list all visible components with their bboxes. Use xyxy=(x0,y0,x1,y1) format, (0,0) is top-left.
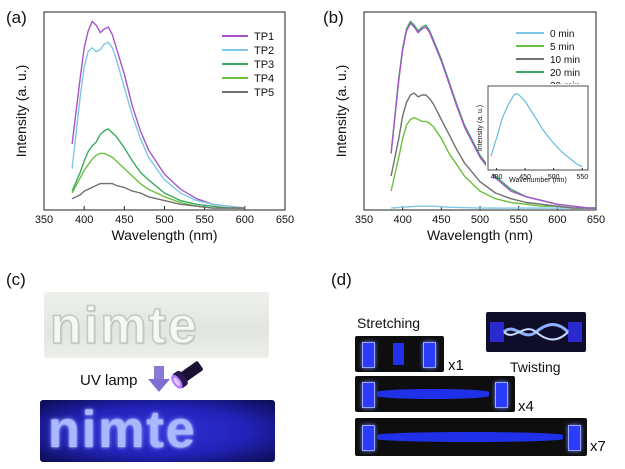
series-line-tp2 xyxy=(71,41,245,209)
strip-x7 xyxy=(355,418,587,456)
legend-label: 20 min xyxy=(550,68,580,79)
legend-label: 0 min xyxy=(550,29,574,40)
x-tick-label: 550 xyxy=(576,174,588,181)
x-axis-label: Wavelength (nm) xyxy=(427,227,533,243)
x-tick-label: 650 xyxy=(276,214,294,226)
daylight-text: nimte xyxy=(49,296,199,356)
x-axis-label: Wavelength (nm) xyxy=(111,227,217,243)
panel-b-label: (b) xyxy=(323,8,344,27)
panel-c-label: (c) xyxy=(6,270,26,289)
x-tick-label: 650 xyxy=(587,214,605,226)
x-tick-label: 500 xyxy=(548,174,560,181)
multiplier-x4: x4 xyxy=(518,398,534,415)
twisting-label: Twisting xyxy=(510,359,561,375)
series-line-tp1 xyxy=(71,20,245,209)
series-line-spectrum xyxy=(490,93,583,168)
panel-d-label: (d) xyxy=(331,270,352,289)
stretching-label: Stretching xyxy=(357,315,421,331)
series-line-tp4 xyxy=(71,152,245,209)
x-tick-label: 500 xyxy=(471,214,489,226)
multiplier-x1: x1 xyxy=(448,357,464,374)
y-axis-label: Intensity (a. u.) xyxy=(333,65,349,158)
legend-label: TP1 xyxy=(254,31,274,43)
x-tick-label: 600 xyxy=(548,214,566,226)
down-arrow-icon xyxy=(148,366,170,392)
x-tick-label: 450 xyxy=(432,214,450,226)
legend-label: TP5 xyxy=(254,87,274,99)
x-tick-label: 550 xyxy=(509,214,527,226)
inset-chart: 400 450 500 550 Wavenumber (nm) Intensity (a.… xyxy=(477,84,590,184)
y-axis-label: Intensity (a. u.) xyxy=(477,105,484,151)
x-tick-label: 400 xyxy=(491,174,503,181)
legend-label: 10 min xyxy=(550,55,580,66)
panel-a-label: (a) xyxy=(6,8,27,27)
legend-label: TP4 xyxy=(254,73,274,85)
flashlight-icon xyxy=(171,361,203,389)
y-axis-label: Intensity (a. u.) xyxy=(13,65,29,158)
x-axis-label: Wavenumber (nm) xyxy=(509,177,567,184)
x-tick-label: 350 xyxy=(35,214,53,226)
multiplier-x7: x7 xyxy=(590,438,606,455)
series-line-tp5 xyxy=(71,182,245,209)
series-line-0-min xyxy=(391,205,596,209)
plot-frame xyxy=(487,85,589,171)
uv-lamp-label: UV lamp xyxy=(80,372,138,389)
uv-photo: nimte xyxy=(40,400,275,462)
twisting-photo xyxy=(486,312,586,352)
strip-x4 xyxy=(355,376,515,412)
legend-label: TP2 xyxy=(254,45,274,57)
x-tick-label: 400 xyxy=(393,214,411,226)
daylight-photo: nimte xyxy=(44,292,269,358)
legend-label: 5 min xyxy=(550,42,574,53)
x-tick-label: 500 xyxy=(155,214,173,226)
x-tick-label: 350 xyxy=(355,214,373,226)
uv-text: nimte xyxy=(48,401,197,459)
x-tick-label: 450 xyxy=(519,174,531,181)
strip-x1 xyxy=(355,336,444,372)
x-tick-label: 400 xyxy=(75,214,93,226)
legend-label: TP3 xyxy=(254,59,274,71)
chart-b: 350 400 450 500 550 600 650 Wavelength (nm) Inte… xyxy=(333,11,605,243)
series-line-5-min xyxy=(390,116,596,209)
series-line-30-min xyxy=(390,22,596,209)
series-line-10-min xyxy=(390,92,596,209)
series-line-tp3 xyxy=(71,128,245,209)
inset-bg xyxy=(486,84,590,174)
x-tick-label: 450 xyxy=(115,214,133,226)
chart-a: 350 400 450 500 550 600 650 Wavelength (nm) Inte… xyxy=(13,11,294,243)
x-tick-label: 550 xyxy=(195,214,213,226)
x-tick-label: 600 xyxy=(236,214,254,226)
